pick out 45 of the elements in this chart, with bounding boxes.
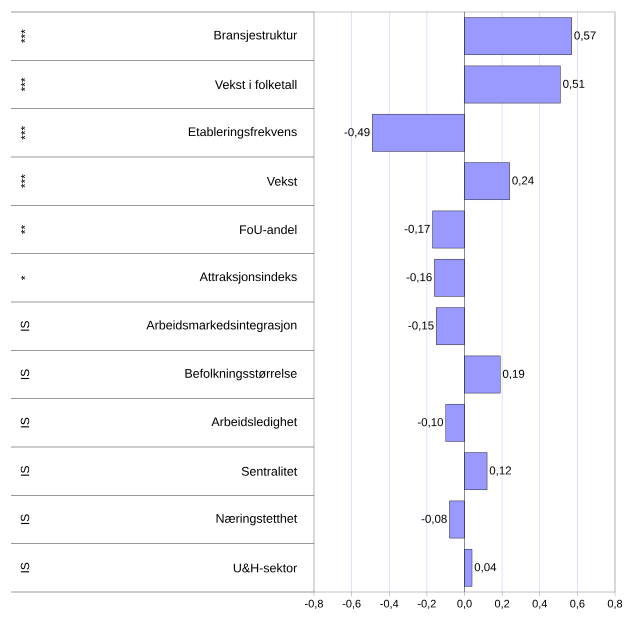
x-tick-label: 0,2 [494,600,510,609]
y-tick-label: Næringstetthet [216,514,298,526]
x-tick-label: -0,2 [418,600,436,609]
data-label: -0,16 [406,273,432,283]
x-tick-label: 0,8 [608,600,622,609]
y-tick-label: Etableringsfrekvens [188,127,297,139]
data-label: 0,12 [490,466,511,476]
y-tick-label: Befolkningsstørrelse [185,368,297,380]
text: *** [20,174,26,188]
x-tick-label: -0,6 [342,600,361,609]
text: ** [20,225,26,234]
text: IS [20,321,30,331]
x-tick-label: -0,8 [305,600,323,609]
text: *** [20,29,26,43]
y-tick-label: Sentralitet [242,466,298,476]
text: *** [20,78,26,92]
y-tick-label: Bransjestruktur [214,30,298,42]
data-label: 0,19 [502,370,524,380]
x-tick-label: 0,4 [532,600,548,609]
text: IS [20,514,30,524]
y-tick-label: Arbeidsledighet [211,417,298,429]
text: *** [20,126,26,140]
y-tick-label: Attraksjonsindeks [200,272,297,284]
y-tick-label: Vekst i folketall [214,80,296,90]
data-label: 0,51 [563,80,584,90]
text: IS [20,418,30,428]
text: IS [20,562,30,572]
x-tick-label: 0,6 [570,600,585,609]
text: * [20,276,26,280]
y-tick-label: Vekst [266,176,298,186]
y-tick-label: FoU-andel [240,224,296,234]
data-label: 0,04 [474,563,496,573]
data-label: -0,08 [422,514,447,524]
y-tick-label: U&H-sektor [234,563,298,572]
x-tick-label: 0,0 [457,600,472,609]
text: IS [20,369,30,380]
data-label: -0,15 [408,321,434,331]
data-label: -0,49 [344,128,370,138]
data-label: 0,24 [512,176,534,186]
data-label: 0,57 [574,31,596,41]
x-tick-label: -0,4 [380,600,398,609]
data-label: -0,10 [418,418,444,428]
data-label: -0,17 [404,224,430,234]
y-tick-label: Arbeidsmarkedsintegrasjon [146,320,296,332]
text: IS [20,466,30,476]
